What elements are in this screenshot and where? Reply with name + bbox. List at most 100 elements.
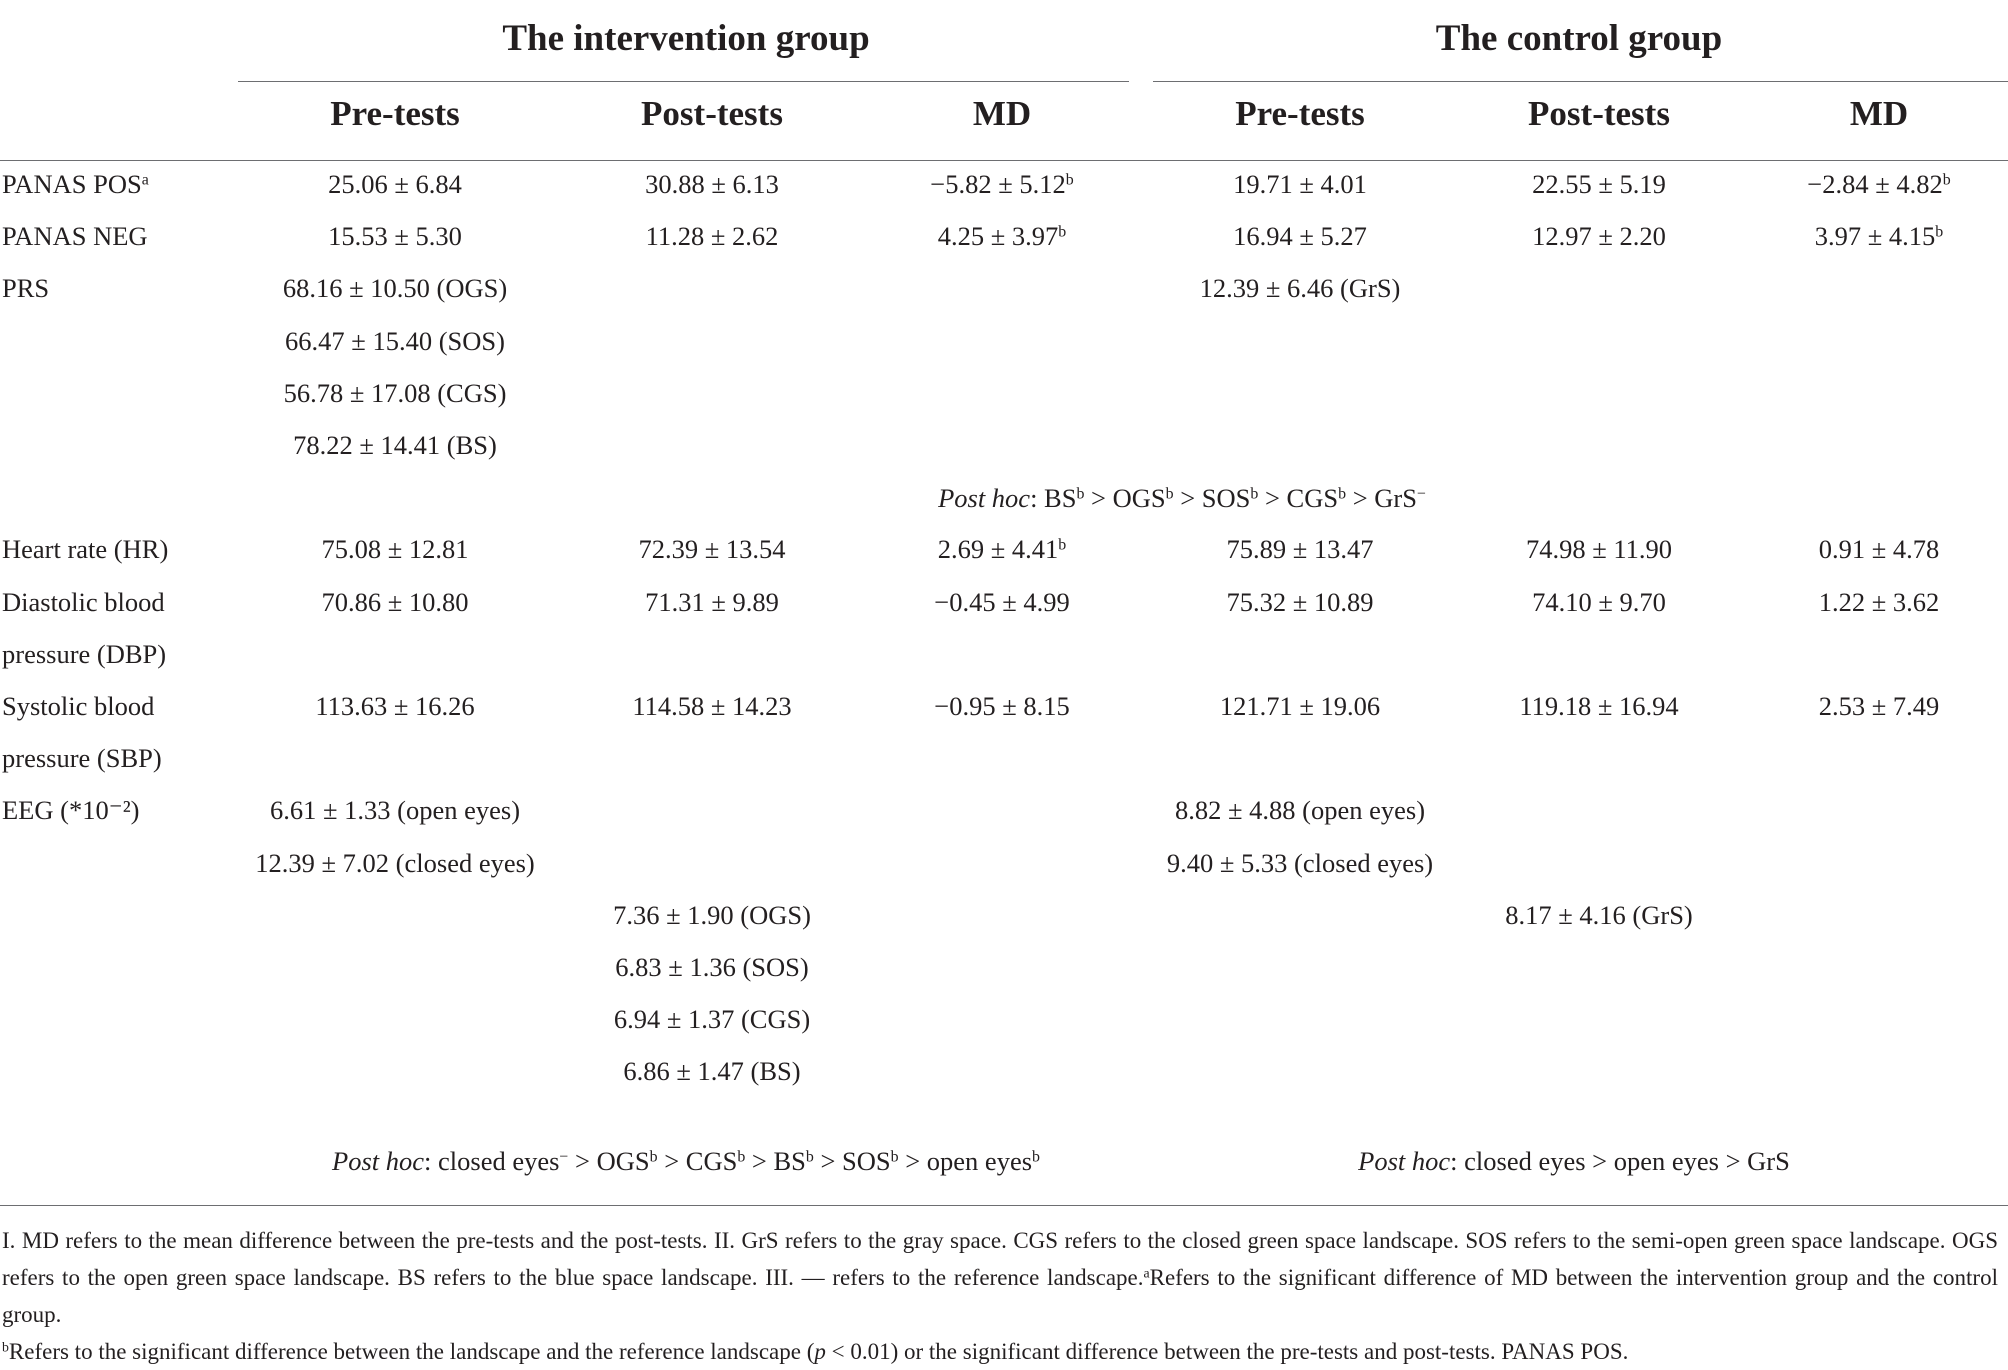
col-header-intervention-md: MD xyxy=(972,94,1032,133)
table-cell-ip: 25.06 ± 6.84 xyxy=(328,171,462,198)
table-cell-io: 6.83 ± 1.36 (SOS) xyxy=(615,954,808,981)
table-cell-imd: −0.45 ± 4.99 xyxy=(934,588,1070,616)
row-label: PANAS NEG xyxy=(2,223,148,250)
cell-superscript: b xyxy=(1935,223,1944,241)
posthoc-text: : closed eyes > open eyes > GrS xyxy=(1450,1146,1790,1176)
posthoc-lead: Post hoc xyxy=(938,483,1031,513)
control-group-rule xyxy=(1153,81,2008,82)
table-cell-cp: 9.40 ± 5.33 (closed eyes) xyxy=(1167,849,1433,877)
table-bottom-rule xyxy=(0,1205,2008,1206)
table-cell-ip: 78.22 ± 14.41 (BS) xyxy=(293,432,497,459)
cell-superscript: b xyxy=(1942,171,1951,189)
table-cell-ip: 56.78 ± 17.08 (CGS) xyxy=(284,380,507,407)
cell-value: 8.17 ± 4.16 (GrS) xyxy=(1505,899,1693,930)
cell-value: 6.61 ± 1.33 (open eyes) xyxy=(269,795,521,826)
table-cell-imd: −0.95 ± 8.15 xyxy=(934,693,1070,720)
posthoc-superscript: − xyxy=(559,1148,569,1166)
posthoc-superscript: − xyxy=(1416,485,1426,503)
note-2-marker: b xyxy=(2,1339,9,1355)
cell-value: −0.95 ± 8.15 xyxy=(934,691,1070,721)
cell-value: 3.97 ± 4.15 xyxy=(1814,221,1936,252)
cell-value: 7.36 ± 1.90 (OGS) xyxy=(613,899,811,930)
posthoc-text: > CGS xyxy=(657,1146,738,1176)
table-cell-io: 71.31 ± 9.89 xyxy=(645,586,779,617)
row-label-superscript: a xyxy=(141,171,149,189)
posthoc-superscript: b xyxy=(1250,485,1259,503)
note-1-marker: a xyxy=(1143,1265,1150,1281)
cell-value: 12.97 ± 2.20 xyxy=(1532,221,1666,252)
posthoc-superscript: b xyxy=(649,1148,658,1166)
table-cell-ip: 68.16 ± 10.50 (OGS) xyxy=(283,275,507,302)
row-label-text: PRS xyxy=(2,273,50,304)
cell-value: 70.86 ± 10.80 xyxy=(321,586,469,617)
cell-value: 114.58 ± 14.23 xyxy=(632,691,792,721)
row-label: PRS xyxy=(2,275,49,302)
table-cell-io: 7.36 ± 1.90 (OGS) xyxy=(613,902,811,929)
cell-value: −5.82 ± 5.12 xyxy=(930,169,1066,199)
posthoc-lead: Post hoc xyxy=(1358,1146,1451,1176)
table-cell-cp: 12.39 ± 6.46 (GrS) xyxy=(1200,275,1401,302)
cell-superscript: b xyxy=(1058,223,1067,241)
table-cell-cp: 121.71 ± 19.06 xyxy=(1220,693,1380,720)
cell-value: 16.94 ± 5.27 xyxy=(1233,221,1367,252)
row-label: PANAS POSa xyxy=(2,171,149,198)
col-header-control-md: MD xyxy=(1849,94,1909,133)
posthoc-text: > SOS xyxy=(813,1146,891,1176)
note-2: bRefers to the significant difference be… xyxy=(2,1333,1998,1370)
row-label-text: PANAS POS xyxy=(2,169,142,199)
intervention-group-header: The intervention group xyxy=(502,18,870,59)
cell-value: 119.18 ± 16.94 xyxy=(1519,691,1679,721)
row-label: pressure (DBP) xyxy=(2,641,166,668)
table-cell-io: 72.39 ± 13.54 xyxy=(638,536,785,563)
posthoc-text: > BS xyxy=(745,1146,806,1176)
table-cell-ip: 66.47 ± 15.40 (SOS) xyxy=(285,327,505,355)
table-cell-cp: 8.82 ± 4.88 (open eyes) xyxy=(1175,797,1425,824)
posthoc-text: : closed eyes xyxy=(424,1146,560,1176)
row-label-text: Systolic blood xyxy=(2,691,155,721)
cell-value: 12.39 ± 7.02 (closed eyes) xyxy=(255,847,535,878)
note-2-p: p xyxy=(814,1339,826,1364)
cell-value: 75.89 ± 13.47 xyxy=(1226,534,1374,565)
posthoc-superscript: b xyxy=(890,1148,899,1166)
cell-value: 56.78 ± 17.08 (CGS) xyxy=(283,377,507,408)
table-cell-io: 30.88 ± 6.13 xyxy=(645,171,779,198)
table-cell-cp: 19.71 ± 4.01 xyxy=(1233,171,1367,198)
table-cell-imd: −5.82 ± 5.12b xyxy=(930,171,1073,198)
note-1-text: I. MD refers to the mean difference betw… xyxy=(2,1228,1998,1290)
posthoc-eeg-intervention: Post hoc: closed eyes− > OGSb > CGSb > B… xyxy=(332,1148,1040,1175)
posthoc-superscript: b xyxy=(805,1148,814,1166)
posthoc-superscript: b xyxy=(737,1148,746,1166)
cell-value: 1.22 ± 3.62 xyxy=(1818,586,1940,617)
cell-value: 22.55 ± 5.19 xyxy=(1532,169,1666,199)
table-cell-io: 6.94 ± 1.37 (CGS) xyxy=(614,1006,810,1033)
table-cell-co: 22.55 ± 5.19 xyxy=(1532,171,1666,198)
posthoc-text: : BS xyxy=(1030,483,1077,513)
row-label-text: EEG (*10⁻²) xyxy=(2,795,140,826)
cell-value: 74.10 ± 9.70 xyxy=(1532,586,1666,617)
row-label-text: Heart rate (HR) xyxy=(2,534,169,565)
note-1: I. MD refers to the mean difference betw… xyxy=(2,1222,1998,1333)
posthoc-superscript: b xyxy=(1338,485,1347,503)
cell-superscript: b xyxy=(1065,171,1074,189)
posthoc-superscript: b xyxy=(1076,485,1085,503)
table-cell-cmd: 0.91 ± 4.78 xyxy=(1819,536,1940,563)
note-2-text-a: Refers to the significant difference bet… xyxy=(8,1339,815,1364)
cell-value: 78.22 ± 14.41 (BS) xyxy=(293,430,497,460)
cell-value: 113.63 ± 16.26 xyxy=(315,691,475,721)
cell-value: 121.71 ± 19.06 xyxy=(1219,691,1381,721)
cell-value: 71.31 ± 9.89 xyxy=(645,586,779,617)
cell-value: 2.69 ± 4.41 xyxy=(937,534,1059,565)
note-1-tail: Refers to the significant difference of … xyxy=(2,1265,1998,1327)
cell-value: 75.32 ± 10.89 xyxy=(1226,586,1374,617)
row-label: Heart rate (HR) xyxy=(2,536,168,563)
row-label-text: pressure (SBP) xyxy=(2,743,162,774)
row-label: pressure (SBP) xyxy=(2,745,162,772)
posthoc-lead: Post hoc xyxy=(332,1146,425,1176)
posthoc-eeg-control: Post hoc: closed eyes > open eyes > GrS xyxy=(1358,1148,1790,1175)
intervention-group-rule xyxy=(238,81,1129,82)
table-cell-ip: 113.63 ± 16.26 xyxy=(315,693,474,720)
cell-value: 6.83 ± 1.36 (SOS) xyxy=(615,952,809,982)
table-cell-cmd: 1.22 ± 3.62 xyxy=(1818,586,1940,617)
cell-value: 25.06 ± 6.84 xyxy=(328,169,462,199)
